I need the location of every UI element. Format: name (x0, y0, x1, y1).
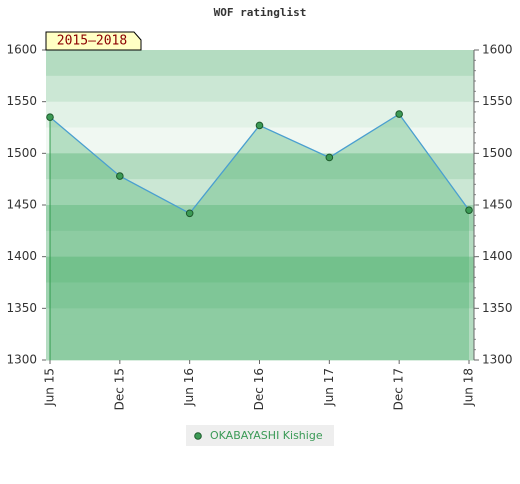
background-band (46, 50, 474, 77)
legend-box (186, 425, 334, 446)
background-band (46, 334, 474, 361)
x-tick-label: Dec 15 (112, 368, 126, 410)
y-tick-label: 1300 (6, 353, 37, 367)
background-band (46, 179, 474, 206)
point (185, 209, 194, 218)
area (50, 114, 469, 360)
x-tick-label: Dec 16 (252, 368, 266, 410)
y2-tick-label: 1500 (482, 146, 513, 160)
point (465, 206, 473, 214)
chart-title: WOF ratinglist (214, 6, 307, 19)
point (46, 113, 54, 121)
y-tick-label: 1350 (6, 301, 37, 315)
point (325, 153, 334, 162)
y2-tick-label: 1400 (482, 249, 513, 263)
y2-tick-label: 1300 (482, 353, 513, 367)
background-band (46, 230, 474, 258)
point (255, 121, 264, 130)
y-tick-label: 1600 (6, 43, 37, 57)
x-tick-label: Dec 17 (392, 368, 406, 410)
legend: OKABAYASHI Kishige (186, 425, 334, 446)
y2-tick-label: 1600 (482, 43, 513, 57)
y2-tick-label: 1350 (482, 301, 513, 315)
point (116, 172, 124, 180)
legend-marker (194, 432, 202, 440)
legend-label: OKABAYASHI Kishige (210, 429, 323, 442)
y-tick-label: 1550 (6, 94, 37, 108)
background-band (46, 205, 474, 232)
x-tick-label: Jun 18 (462, 368, 476, 407)
x-tick-label: Jun 15 (43, 368, 57, 407)
y2-tick-label: 1450 (482, 198, 513, 212)
background-band (46, 282, 474, 309)
y-tick-label: 1450 (6, 198, 37, 212)
point (395, 110, 403, 118)
background-band (46, 308, 474, 335)
y-tick-label: 1400 (6, 249, 37, 263)
background-band (46, 127, 474, 154)
background-band (46, 256, 474, 283)
background-band (46, 75, 474, 103)
x-tick-label: Jun 17 (322, 368, 336, 407)
x-tick-label: Jun 16 (182, 368, 196, 407)
y2-tick-label: 1550 (482, 94, 513, 108)
period-label: 2015–2018 (57, 34, 127, 49)
y-tick-label: 1500 (6, 146, 37, 160)
period-box (45, 31, 142, 51)
